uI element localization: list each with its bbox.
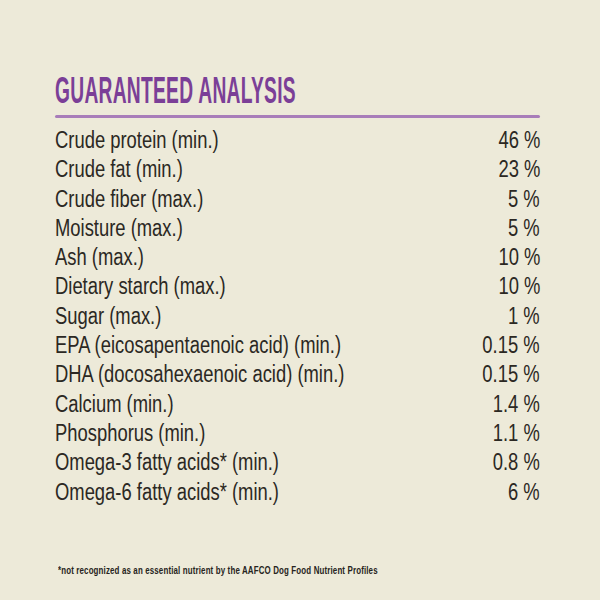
nutrient-value: 5 % (508, 185, 540, 214)
table-row: Phosphorus (min.) 1.1 % (55, 419, 540, 448)
nutrient-label: Sugar (max.) (55, 302, 161, 331)
nutrient-label: Omega-6 fatty acids* (min.) (55, 478, 279, 507)
table-row: Dietary starch (max.) 10 % (55, 272, 540, 301)
nutrient-value: 0.8 % (493, 448, 540, 477)
nutrient-value: 10 % (498, 243, 540, 272)
nutrient-value: 46 % (498, 126, 540, 155)
table-row: Crude fiber (max.) 5 % (55, 185, 540, 214)
nutrient-value: 6 % (508, 478, 540, 507)
nutrient-label: Crude fat (min.) (55, 155, 183, 184)
nutrient-value: 10 % (498, 272, 540, 301)
nutrient-label: Crude fiber (max.) (55, 185, 203, 214)
nutrient-label: DHA (docosahexaenoic acid) (min.) (55, 360, 344, 389)
nutrient-label: Moisture (max.) (55, 214, 183, 243)
table-row: Omega-6 fatty acids* (min.) 6 % (55, 478, 540, 507)
table-row: Calcium (min.) 1.4 % (55, 390, 540, 419)
nutrient-label: Dietary starch (max.) (55, 272, 226, 301)
nutrient-value: 23 % (498, 155, 540, 184)
guaranteed-analysis-panel: GUARANTEED ANALYSIS Crude protein (min.)… (0, 0, 600, 600)
page-title: GUARANTEED ANALYSIS (55, 70, 296, 112)
nutrient-label: EPA (eicosapentaenoic acid) (min.) (55, 331, 341, 360)
nutrient-label: Omega-3 fatty acids* (min.) (55, 448, 279, 477)
table-row: EPA (eicosapentaenoic acid) (min.) 0.15 … (55, 331, 540, 360)
title-underline (55, 115, 540, 118)
nutrient-label: Crude protein (min.) (55, 126, 219, 155)
nutrient-value: 1.1 % (493, 419, 540, 448)
table-row: Moisture (max.) 5 % (55, 214, 540, 243)
nutrient-value: 0.15 % (483, 360, 540, 389)
footnote: *not recognized as an essential nutrient… (58, 564, 378, 576)
nutrient-label: Ash (max.) (55, 243, 144, 272)
table-row: Omega-3 fatty acids* (min.) 0.8 % (55, 448, 540, 477)
table-row: DHA (docosahexaenoic acid) (min.) 0.15 % (55, 360, 540, 389)
table-row: Crude fat (min.) 23 % (55, 155, 540, 184)
table-row: Ash (max.) 10 % (55, 243, 540, 272)
nutrient-label: Calcium (min.) (55, 390, 174, 419)
nutrient-label: Phosphorus (min.) (55, 419, 205, 448)
table-row: Sugar (max.) 1 % (55, 302, 540, 331)
table-row: Crude protein (min.) 46 % (55, 126, 540, 155)
analysis-table: Crude protein (min.) 46 % Crude fat (min… (55, 126, 540, 507)
nutrient-value: 0.15 % (483, 331, 540, 360)
nutrient-value: 1 % (508, 302, 540, 331)
nutrient-value: 1.4 % (493, 390, 540, 419)
nutrient-value: 5 % (508, 214, 540, 243)
